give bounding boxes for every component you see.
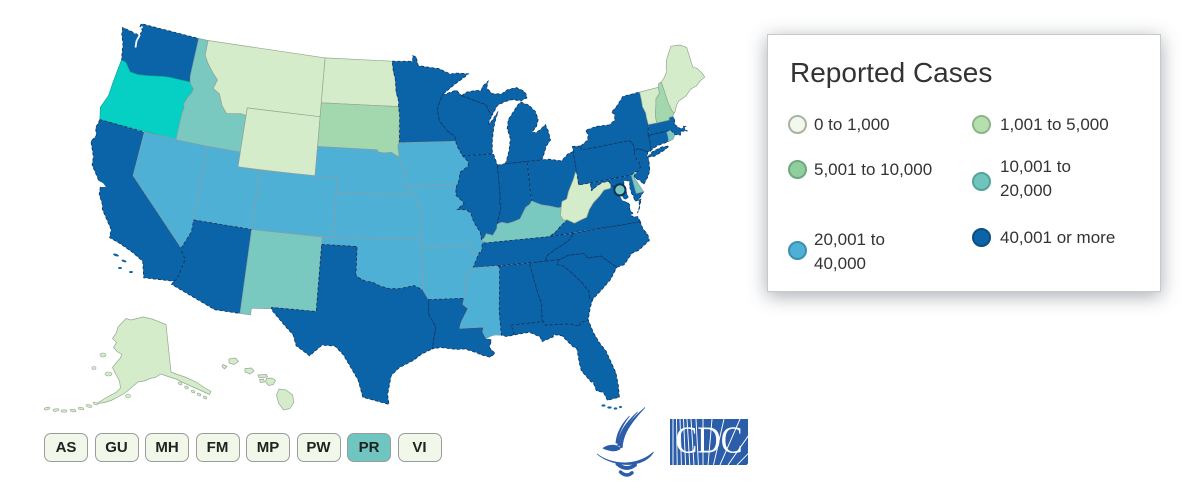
svg-text:CDC: CDC bbox=[676, 420, 743, 462]
